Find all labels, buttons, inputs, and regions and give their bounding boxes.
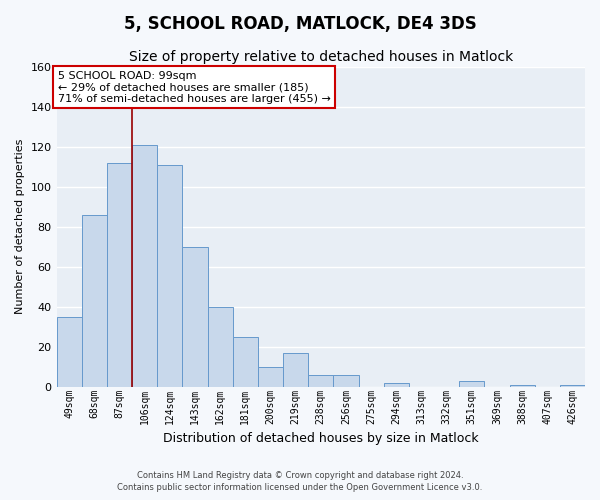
Bar [283,353,308,387]
X-axis label: Distribution of detached houses by size in Matlock: Distribution of detached houses by size … [163,432,479,445]
Bar [107,162,132,387]
Y-axis label: Number of detached properties: Number of detached properties [15,139,25,314]
Bar [560,385,585,387]
Bar [308,375,334,387]
Bar [132,144,157,387]
Bar [56,317,82,387]
Bar [383,383,409,387]
Bar [208,307,233,387]
Bar [258,367,283,387]
Bar [233,337,258,387]
Text: Contains HM Land Registry data © Crown copyright and database right 2024.
Contai: Contains HM Land Registry data © Crown c… [118,471,482,492]
Bar [182,247,208,387]
Bar [157,164,182,387]
Bar [459,381,484,387]
Bar [82,215,107,387]
Text: 5, SCHOOL ROAD, MATLOCK, DE4 3DS: 5, SCHOOL ROAD, MATLOCK, DE4 3DS [124,15,476,33]
Bar [509,385,535,387]
Bar [334,375,359,387]
Text: 5 SCHOOL ROAD: 99sqm
← 29% of detached houses are smaller (185)
71% of semi-deta: 5 SCHOOL ROAD: 99sqm ← 29% of detached h… [58,70,331,104]
Title: Size of property relative to detached houses in Matlock: Size of property relative to detached ho… [128,50,513,64]
